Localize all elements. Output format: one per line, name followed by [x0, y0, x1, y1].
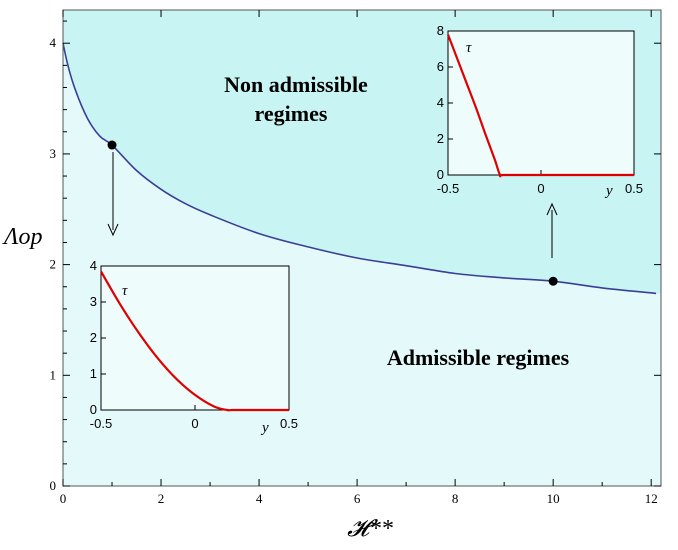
- x-tick-label: 2: [158, 491, 165, 506]
- inset-left-x-label: y: [260, 420, 269, 436]
- inset-left-x-tick-label: 0: [191, 416, 198, 431]
- inset-left-y-tick-label: 4: [90, 258, 97, 273]
- inset-right-y-tick-label: 2: [437, 131, 444, 146]
- inset-right-y-label: τ: [466, 40, 472, 56]
- x-axis-label: 𝓗**: [347, 516, 393, 542]
- plot-frame: [62, 9, 662, 487]
- inset-left-y-tick-label: 0: [90, 402, 97, 417]
- y-tick-label: 0: [50, 478, 57, 493]
- marker-point-1: [107, 140, 117, 150]
- inset-left-y-tick-label: 1: [90, 366, 97, 381]
- inset-right-x-tick-label: 0.5: [625, 181, 643, 196]
- inset-left-x-tick-label: 0.5: [280, 416, 298, 431]
- non-admissible-label-line-1: Non admissible: [224, 72, 368, 97]
- inset-right-y-tick-label: 4: [437, 95, 444, 110]
- inset-left-x-tick-label: -0.5: [90, 416, 112, 431]
- inset-left-y-tick-label: 3: [90, 294, 97, 309]
- inset-right-y-tick-label: 8: [437, 23, 444, 38]
- arrow-down: [107, 152, 119, 237]
- non-admissible-label-line-2: regimes: [255, 101, 328, 126]
- inset-left-curve: [100, 270, 289, 412]
- x-tick-label: 12: [645, 491, 658, 506]
- x-tick-label: 4: [256, 491, 263, 506]
- boundary-curve: [62, 43, 657, 295]
- y-axis-label: Λop: [2, 224, 43, 250]
- y-tick-label: 3: [50, 146, 57, 161]
- x-tick-label: 6: [354, 491, 361, 506]
- y-tick-label: 2: [50, 257, 57, 272]
- admissible-label: Admissible regimes: [387, 345, 570, 370]
- inset-left-y-tick-label: 2: [90, 330, 97, 345]
- inset-right-x-tick-label: 0: [537, 181, 544, 196]
- inset-left-y-label: τ: [122, 283, 128, 299]
- arrow-up: [546, 202, 558, 258]
- inset-right-curve: [446, 34, 634, 178]
- inset-right-y-tick-label: 0: [437, 167, 444, 182]
- inset-right-x-label: y: [604, 183, 613, 199]
- marker-point-2: [548, 276, 558, 286]
- x-tick-label: 8: [452, 491, 459, 506]
- y-tick-label: 1: [50, 367, 57, 382]
- inset-right-x-tick-label: -0.5: [437, 181, 459, 196]
- x-tick-label: 10: [547, 491, 560, 506]
- inset-right-y-tick-label: 6: [437, 59, 444, 74]
- inset-right-background: [447, 30, 635, 176]
- y-tick-label: 4: [50, 35, 57, 50]
- x-tick-label: 0: [60, 491, 67, 506]
- inset-left-background: [100, 265, 290, 411]
